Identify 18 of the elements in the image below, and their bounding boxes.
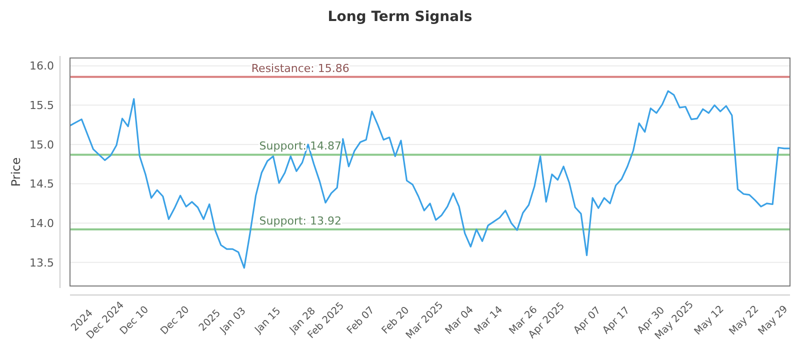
x-tick-label: Dec 20 [158, 304, 192, 338]
y-tick-label: 15.5 [30, 99, 54, 112]
x-tick-label: Apr 17 [600, 305, 632, 336]
x-tick-label: Jan 15 [252, 306, 284, 336]
x-tick-label: Feb 07 [345, 304, 377, 336]
ref-line-label: Support: 14.87 [259, 140, 342, 153]
y-tick-label: 16.0 [30, 60, 54, 73]
y-tick-label: 13.5 [30, 256, 54, 270]
ref-line-label: Resistance: 15.86 [251, 62, 350, 75]
ref-line-label: Support: 13.92 [259, 214, 342, 228]
y-tick-label: 14.5 [30, 178, 54, 191]
y-axis-title: Price [9, 157, 23, 187]
line-series [69, 90, 791, 269]
y-tick-label: 15.0 [30, 138, 54, 152]
x-tick-label: Mar 14 [472, 304, 505, 337]
chart-title: Long Term Signals [328, 9, 472, 25]
y-tick-label: 14.0 [30, 216, 54, 230]
x-tick-label: Apr 07 [572, 305, 604, 336]
